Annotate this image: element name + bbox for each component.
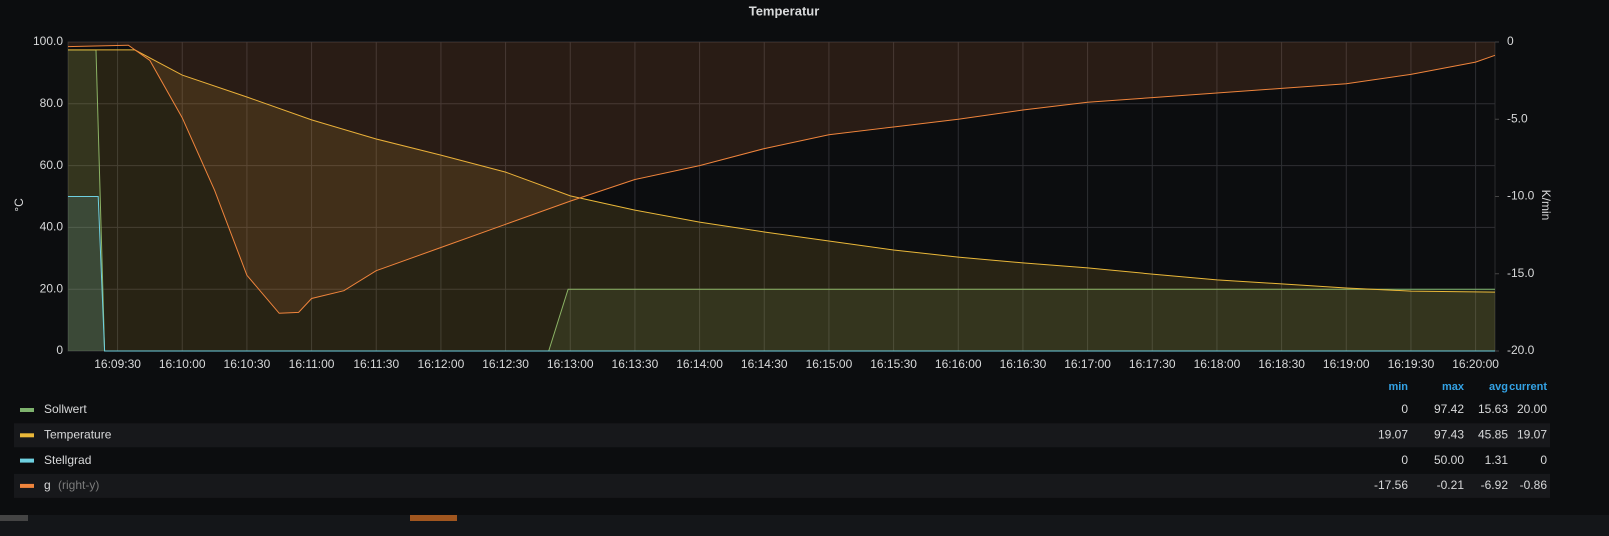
y-tick-label: 100.0 xyxy=(33,34,63,48)
legend-header: current xyxy=(1509,381,1547,393)
scrollbar-thumb[interactable] xyxy=(0,515,28,521)
x-tick-label: 16:09:30 xyxy=(94,357,141,371)
legend-stat: -0.86 xyxy=(1520,478,1548,492)
x-tick-label: 16:17:00 xyxy=(1064,357,1111,371)
legend-stat: 19.07 xyxy=(1517,427,1547,441)
y2-tick-label: 0 xyxy=(1507,34,1514,48)
x-tick-label: 16:12:30 xyxy=(482,357,529,371)
legend-stat: 0 xyxy=(1540,453,1547,467)
legend-stat: 20.00 xyxy=(1517,402,1547,416)
y2-tick-label: -15.0 xyxy=(1507,266,1535,280)
legend-note: (right-y) xyxy=(58,478,99,492)
x-tick-label: 16:13:00 xyxy=(547,357,594,371)
legend-header: avg xyxy=(1489,381,1508,393)
area-fill xyxy=(68,49,1495,352)
scrollbar xyxy=(0,515,1609,536)
legend-name[interactable]: g xyxy=(44,478,51,492)
legend-stat: 19.07 xyxy=(1378,427,1408,441)
legend-row-bg xyxy=(14,423,1550,448)
x-tick-label: 16:10:00 xyxy=(159,357,206,371)
legend-stat: -0.21 xyxy=(1437,478,1465,492)
x-tick-label: 16:11:30 xyxy=(353,357,399,371)
series-line xyxy=(67,44,1496,314)
y2-tick-label: -20.0 xyxy=(1507,343,1535,357)
legend-swatch xyxy=(20,458,34,463)
legend-stat: 0 xyxy=(1401,402,1408,416)
x-tick-label: 16:14:30 xyxy=(741,357,788,371)
x-tick-label: 16:10:30 xyxy=(224,357,271,371)
x-tick-label: 16:17:30 xyxy=(1129,357,1176,371)
legend-name[interactable]: Temperature xyxy=(44,427,112,441)
legend-stat: 45.85 xyxy=(1478,427,1508,441)
y-tick-label: 60.0 xyxy=(40,158,64,172)
x-tick-label: 16:19:30 xyxy=(1388,357,1435,371)
legend-header: max xyxy=(1442,381,1465,393)
x-tick-label: 16:18:00 xyxy=(1194,357,1241,371)
legend-stat: 97.42 xyxy=(1434,402,1464,416)
x-tick-label: 16:15:00 xyxy=(806,357,853,371)
legend-swatch xyxy=(20,483,34,488)
legend-row-bg xyxy=(14,473,1550,498)
y-axis-label: °C xyxy=(12,198,26,212)
legend-stat: 1.31 xyxy=(1485,453,1509,467)
series-line xyxy=(68,196,1495,352)
legend-stat: -17.56 xyxy=(1374,478,1408,492)
legend-name[interactable]: Sollwert xyxy=(44,402,87,416)
y2-tick-label: -10.0 xyxy=(1507,189,1535,203)
x-tick-label: 16:19:00 xyxy=(1323,357,1370,371)
y-tick-label: 80.0 xyxy=(40,96,64,110)
x-tick-label: 16:16:30 xyxy=(1000,357,1047,371)
legend-name[interactable]: Stellgrad xyxy=(44,453,91,467)
y-tick-label: 0 xyxy=(56,343,63,357)
legend-header: min xyxy=(1388,381,1408,393)
legend-stat: 50.00 xyxy=(1434,453,1464,467)
x-tick-label: 16:13:30 xyxy=(612,357,659,371)
y-tick-label: 20.0 xyxy=(40,281,64,295)
legend-swatch xyxy=(20,408,34,412)
area-fill xyxy=(68,42,1495,314)
scrollbar-marker xyxy=(410,515,457,521)
x-tick-label: 16:20:00 xyxy=(1452,357,1499,371)
legend-stat: 15.63 xyxy=(1478,402,1508,416)
legend-stat: 97.43 xyxy=(1434,427,1464,441)
legend-swatch xyxy=(20,433,34,438)
x-tick-label: 16:15:30 xyxy=(870,357,917,371)
y-tick-label: 40.0 xyxy=(40,220,64,234)
x-tick-label: 16:12:00 xyxy=(418,357,465,371)
y2-axis-label: K/min xyxy=(1539,190,1553,221)
x-tick-label: 16:18:30 xyxy=(1258,357,1305,371)
chart-title: Temperatur xyxy=(749,3,820,18)
y2-tick-label: -5.0 xyxy=(1507,111,1528,125)
series-line xyxy=(68,49,1496,293)
x-tick-label: 16:14:00 xyxy=(676,357,723,371)
area-fill xyxy=(68,50,1495,351)
legend-stat: 0 xyxy=(1401,453,1408,467)
legend-stat: -6.92 xyxy=(1481,478,1509,492)
x-tick-label: 16:11:00 xyxy=(289,357,335,371)
x-tick-label: 16:16:00 xyxy=(935,357,982,371)
